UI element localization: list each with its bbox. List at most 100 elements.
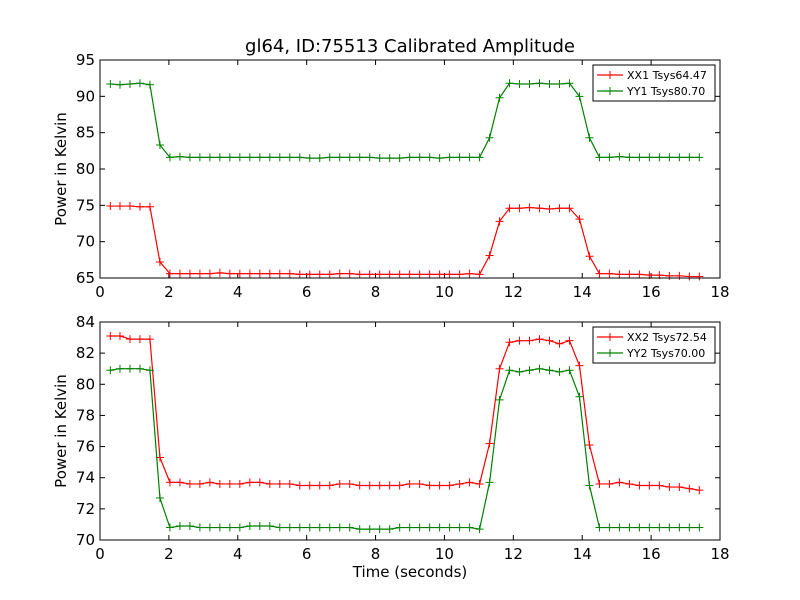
data-point — [385, 525, 394, 534]
data-point — [275, 479, 284, 488]
series-xx1 — [106, 202, 704, 281]
data-point — [405, 153, 414, 162]
data-point — [295, 270, 304, 279]
data-point — [595, 153, 604, 162]
legend-box — [592, 64, 716, 102]
data-point — [315, 270, 324, 279]
data-point — [215, 479, 224, 488]
data-point — [595, 269, 604, 278]
y-tick-label: 70 — [76, 531, 95, 549]
data-point — [675, 483, 684, 492]
data-point — [395, 154, 404, 163]
x-tick-label: 4 — [233, 283, 243, 301]
data-point — [555, 79, 564, 88]
y-tick-label: 80 — [76, 375, 95, 393]
data-point — [385, 481, 394, 490]
data-point — [665, 483, 674, 492]
data-point — [135, 364, 144, 373]
y-tick-label: 76 — [76, 438, 95, 456]
x-axis-label: Time (seconds) — [352, 563, 468, 581]
data-point — [495, 364, 504, 373]
data-point — [475, 525, 484, 534]
data-point — [675, 153, 684, 162]
data-point — [585, 133, 594, 142]
x-tick-label: 10 — [435, 545, 454, 563]
data-point — [615, 270, 624, 279]
data-point — [125, 202, 134, 211]
data-point — [585, 481, 594, 490]
plot-frame — [99, 321, 721, 541]
data-point — [175, 521, 184, 530]
data-point — [495, 395, 504, 404]
data-point — [375, 525, 384, 534]
data-point — [555, 339, 564, 348]
data-point — [255, 269, 264, 278]
data-point — [425, 270, 434, 279]
legend-box — [592, 326, 716, 364]
data-point — [495, 217, 504, 226]
series-xx2 — [106, 332, 704, 495]
data-point — [685, 523, 694, 532]
y-axis-label: Power in Kelvin — [52, 374, 70, 488]
data-point — [245, 521, 254, 530]
data-point — [425, 481, 434, 490]
x-tick-label: 10 — [435, 283, 454, 301]
data-point — [345, 479, 354, 488]
data-point — [485, 133, 494, 142]
legend-marker — [606, 71, 614, 79]
data-point — [106, 366, 115, 375]
data-point — [295, 481, 304, 490]
data-point — [145, 202, 154, 211]
data-point — [305, 481, 314, 490]
data-point — [215, 153, 224, 162]
data-point — [415, 153, 424, 162]
data-point — [435, 523, 444, 532]
legend: XX1 Tsys64.47 YY1 Tsys80.70 — [592, 64, 716, 102]
data-point — [305, 270, 314, 279]
legend-label: XX2 Tsys72.54 — [627, 331, 707, 344]
data-point — [695, 153, 704, 162]
data-point — [625, 523, 634, 532]
data-point — [235, 269, 244, 278]
x-tick-label: 0 — [95, 283, 105, 301]
data-point — [215, 268, 224, 277]
data-point — [485, 478, 494, 487]
data-point — [275, 523, 284, 532]
data-point — [385, 270, 394, 279]
data-point — [245, 269, 254, 278]
data-point — [435, 270, 444, 279]
data-point — [475, 479, 484, 488]
data-point — [695, 523, 704, 532]
data-point — [345, 153, 354, 162]
series-yy2 — [106, 364, 704, 534]
x-tick-label: 4 — [233, 545, 243, 563]
y-tick-label: 72 — [76, 500, 95, 518]
data-point — [225, 153, 234, 162]
x-tick-label: 12 — [504, 283, 523, 301]
data-point — [655, 153, 664, 162]
data-point — [195, 153, 204, 162]
data-point — [435, 154, 444, 163]
plot-panel-2: 0 2 4 6 8 10 12 14 16 18 70 72 74 76 78 80 82 84 XX2 Tsys7… — [52, 313, 730, 581]
plot-panel-1: 0 2 4 6 8 10 12 14 16 18 65 70 75 80 85 90 95 XX1 Tsys64.… — [52, 36, 730, 301]
data-point — [145, 80, 154, 89]
legend-marker — [606, 87, 614, 95]
data-point — [595, 523, 604, 532]
data-point — [285, 269, 294, 278]
data-point — [505, 79, 514, 88]
data-point — [635, 481, 644, 490]
data-point — [695, 272, 704, 281]
data-point — [655, 481, 664, 490]
data-point — [225, 479, 234, 488]
data-point — [325, 523, 334, 532]
legend: XX2 Tsys72.54 YY2 Tsys70.00 — [592, 326, 716, 364]
data-point — [115, 202, 124, 211]
data-point — [355, 270, 364, 279]
data-point — [525, 336, 534, 345]
data-point — [125, 335, 134, 344]
data-point — [605, 479, 614, 488]
legend-label: YY1 Tsys80.70 — [626, 85, 705, 98]
data-point — [445, 481, 454, 490]
data-point — [325, 153, 334, 162]
data-point — [505, 366, 514, 375]
